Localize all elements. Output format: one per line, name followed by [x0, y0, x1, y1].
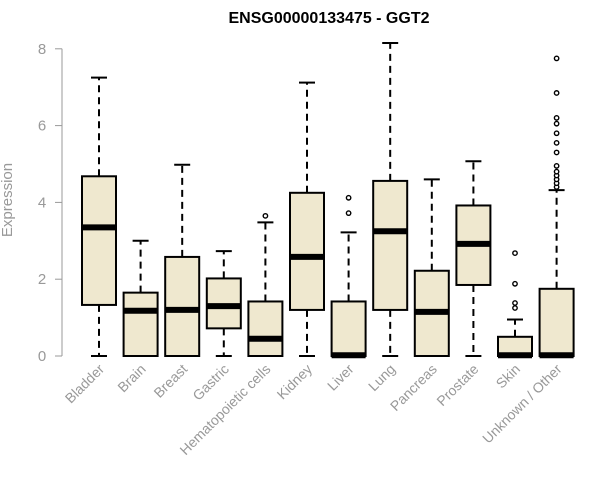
box-kidney	[289, 81, 325, 357]
y-tick-label: 4	[38, 194, 46, 211]
x-tick-label: Skin	[493, 361, 524, 392]
x-tick-label: Prostate	[433, 361, 481, 409]
x-tick-label: Liver	[324, 361, 357, 394]
y-tick-label: 0	[38, 348, 46, 365]
outlier-point	[553, 149, 560, 156]
outlier-point	[553, 90, 560, 96]
outlier-point	[512, 250, 518, 256]
iqr-box	[289, 191, 325, 311]
iqr-box	[122, 291, 159, 358]
outlier-point	[553, 139, 560, 146]
chart-title: ENSG00000133475 - GGT2	[228, 10, 429, 27]
x-tick-label: Bladder	[62, 361, 108, 407]
x-tick-label: Kidney	[274, 361, 316, 403]
box-lung	[372, 42, 409, 357]
iqr-box	[372, 179, 409, 311]
outlier-point	[553, 120, 560, 127]
x-tick-label: Unknown / Other	[479, 361, 565, 447]
box-skin	[497, 250, 533, 359]
iqr-box	[538, 287, 575, 357]
outlier-point	[345, 194, 352, 201]
iqr-box	[330, 300, 367, 357]
x-tick-label: Lung	[365, 361, 398, 394]
outlier-point	[512, 280, 518, 287]
box-bladder	[81, 76, 117, 357]
outlier-point	[553, 130, 560, 137]
outlier-point	[262, 212, 269, 219]
iqr-box	[247, 300, 284, 357]
y-tick-label: 8	[38, 41, 46, 58]
box-pancreas	[413, 178, 450, 358]
y-tick-label: 6	[38, 118, 46, 135]
box-gastric	[205, 250, 242, 357]
x-tick-label: Breast	[150, 361, 190, 401]
iqr-box	[81, 175, 117, 306]
box-prostate	[455, 160, 492, 357]
iqr-box	[164, 255, 201, 358]
x-tick-label: Brain	[114, 361, 148, 395]
y-axis-label: Expression	[0, 163, 16, 237]
box-hematopoietic-cells	[247, 212, 284, 357]
box-brain	[122, 239, 159, 358]
y-axis: 0 2 4 6 8	[38, 41, 63, 365]
outlier-point	[512, 300, 518, 306]
outlier-point	[553, 55, 560, 62]
outlier-point	[512, 305, 518, 311]
y-tick-label: 2	[38, 271, 46, 288]
outlier-point	[553, 168, 560, 175]
box-unknown-other	[538, 55, 575, 359]
outlier-point	[345, 210, 352, 217]
box-breast	[164, 163, 201, 358]
box-liver	[330, 194, 367, 359]
outlier-point	[553, 115, 560, 121]
outlier-point	[553, 163, 560, 169]
boxes	[81, 42, 575, 359]
